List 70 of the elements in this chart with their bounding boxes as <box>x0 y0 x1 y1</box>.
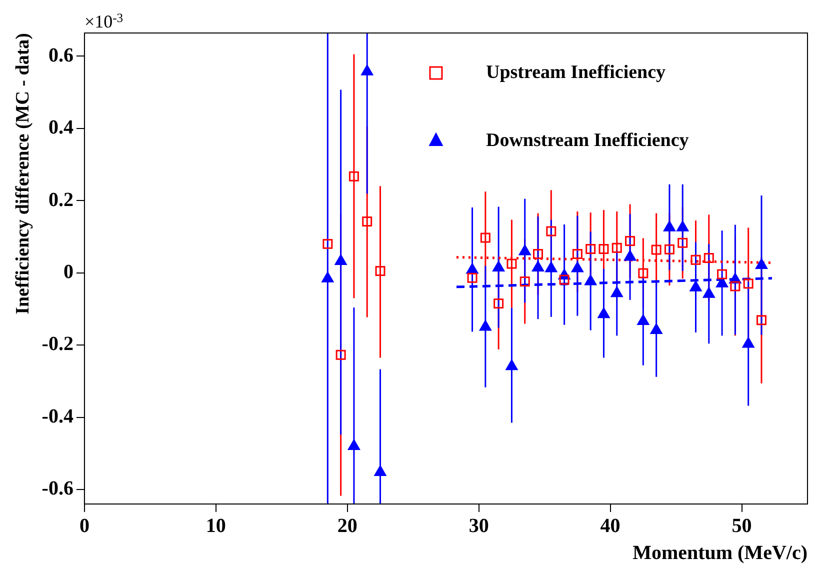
point <box>533 249 543 260</box>
point <box>702 287 715 298</box>
point <box>506 258 517 269</box>
point <box>494 298 504 309</box>
point <box>375 266 386 276</box>
point <box>334 254 347 266</box>
point <box>518 244 531 256</box>
point <box>479 320 492 331</box>
point <box>322 272 334 282</box>
legend-label: Upstream Inefficiency <box>486 62 666 83</box>
y-tick-label: -0.2 <box>42 333 74 356</box>
point <box>322 238 333 249</box>
point <box>637 314 650 325</box>
point <box>610 286 623 298</box>
point <box>756 315 766 326</box>
point <box>664 220 676 232</box>
point <box>598 244 609 254</box>
legend-label: Downstream Inefficiency <box>486 130 690 151</box>
point <box>717 269 728 280</box>
point <box>532 261 544 272</box>
point <box>624 250 636 261</box>
point <box>348 171 359 182</box>
point <box>546 226 556 236</box>
y-tick-label: 0.4 <box>48 116 74 139</box>
x-tick-label: 50 <box>732 515 752 538</box>
point <box>612 242 622 253</box>
y-tick-label: 0.6 <box>48 44 74 66</box>
point <box>559 274 570 285</box>
point <box>716 276 728 288</box>
point <box>374 465 386 476</box>
point <box>676 220 689 232</box>
point <box>584 274 597 286</box>
y-tick-label: -0.6 <box>42 478 74 500</box>
point <box>690 254 701 265</box>
point <box>704 253 714 264</box>
point <box>742 337 754 348</box>
y-tick-label: 0 <box>63 261 74 284</box>
x-tick-label: 10 <box>206 515 226 538</box>
point <box>743 278 754 289</box>
point <box>690 280 702 292</box>
point <box>650 324 662 334</box>
point <box>492 261 505 272</box>
point <box>520 276 530 286</box>
point <box>730 281 740 292</box>
x-tick-label: 0 <box>79 515 90 538</box>
x-tick-label: 30 <box>468 515 489 538</box>
point <box>545 262 558 272</box>
point <box>571 262 584 272</box>
point <box>756 258 768 269</box>
point <box>638 268 648 278</box>
point <box>586 244 596 254</box>
x-tick-label: 40 <box>600 515 620 538</box>
point <box>651 244 662 255</box>
point <box>336 350 346 360</box>
point <box>664 244 674 254</box>
point <box>362 216 372 227</box>
point <box>506 360 518 370</box>
y-axis-title: Inefficiency difference (MC - data) <box>12 33 34 314</box>
point <box>598 308 610 318</box>
point <box>466 263 478 274</box>
x-tick-label: 20 <box>337 515 358 538</box>
y-tick-label: 0.2 <box>48 188 74 211</box>
point <box>572 249 582 260</box>
point <box>467 272 478 283</box>
y-tick-label: -0.4 <box>42 405 74 428</box>
point <box>625 236 636 246</box>
point <box>678 238 688 248</box>
point <box>480 232 490 243</box>
point <box>348 439 360 450</box>
x-axis-title: Momentum (MeV/c) <box>632 542 808 564</box>
